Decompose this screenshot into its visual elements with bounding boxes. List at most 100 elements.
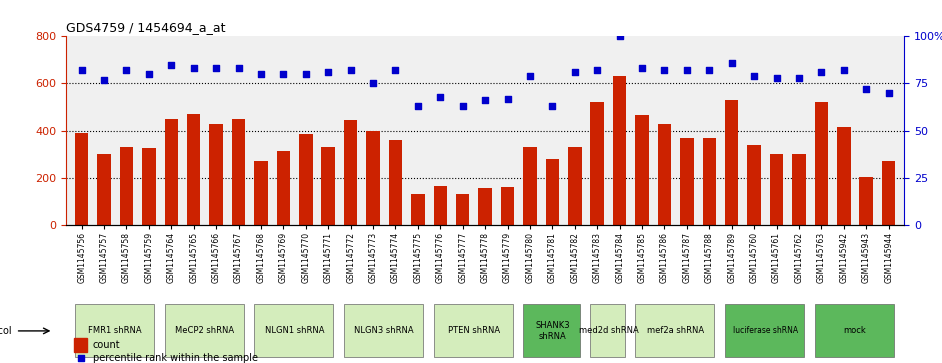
FancyBboxPatch shape (591, 304, 625, 357)
Text: MeCP2 shRNA: MeCP2 shRNA (175, 326, 235, 335)
Point (365, 81, 381, 86)
Bar (479, 188, 492, 225)
Bar (277, 151, 290, 225)
Bar (501, 187, 514, 225)
Bar (299, 134, 313, 225)
FancyBboxPatch shape (433, 304, 512, 357)
Point (119, 68, 134, 73)
Point (724, 60, 739, 66)
Bar (837, 127, 851, 225)
Point (208, 65, 223, 71)
Point (299, 71, 314, 77)
Point (411, 103, 426, 109)
Bar (635, 115, 649, 225)
Bar (882, 161, 895, 225)
Point (164, 62, 179, 68)
Point (544, 103, 560, 109)
Bar (859, 177, 873, 225)
Bar (344, 120, 357, 225)
Text: mef2a shRNA: mef2a shRNA (647, 326, 705, 335)
Bar (433, 186, 447, 225)
Point (231, 65, 246, 71)
Point (388, 68, 403, 73)
Point (253, 71, 268, 77)
Bar (411, 195, 425, 225)
Bar (389, 140, 402, 225)
Point (612, 33, 627, 39)
Point (859, 86, 874, 92)
Text: med2d shRNA: med2d shRNA (578, 326, 639, 335)
Point (791, 75, 806, 81)
Point (590, 68, 605, 73)
Text: PTEN shRNA: PTEN shRNA (447, 326, 500, 335)
Bar (75, 133, 89, 225)
Bar (523, 147, 537, 225)
Point (747, 73, 762, 79)
Point (74, 68, 89, 73)
Text: count: count (92, 340, 121, 350)
Bar (770, 154, 783, 225)
Text: luciferase shRNA: luciferase shRNA (733, 326, 798, 335)
Text: FMR1 shRNA: FMR1 shRNA (89, 326, 142, 335)
Point (343, 68, 358, 73)
FancyBboxPatch shape (523, 304, 580, 357)
Bar (703, 138, 716, 225)
Bar (254, 161, 268, 225)
Point (96, 77, 111, 83)
FancyBboxPatch shape (75, 304, 154, 357)
Bar (187, 114, 201, 225)
Point (478, 98, 493, 103)
Point (657, 68, 672, 73)
Point (635, 65, 650, 71)
Point (523, 73, 538, 79)
Bar (120, 147, 133, 225)
Text: mock: mock (844, 326, 867, 335)
Point (320, 69, 335, 75)
Bar (232, 119, 245, 225)
Bar (321, 147, 335, 225)
Point (187, 65, 202, 71)
Bar (97, 154, 111, 225)
Text: NLGN1 shRNA: NLGN1 shRNA (265, 326, 324, 335)
FancyBboxPatch shape (635, 304, 714, 357)
Bar (142, 148, 155, 225)
Bar (591, 102, 604, 225)
FancyBboxPatch shape (725, 304, 804, 357)
Point (814, 69, 829, 75)
Bar (209, 123, 223, 225)
Bar (366, 131, 380, 225)
FancyBboxPatch shape (815, 304, 894, 357)
Point (769, 75, 784, 81)
Point (432, 94, 447, 99)
FancyBboxPatch shape (344, 304, 423, 357)
Bar (815, 102, 828, 225)
FancyBboxPatch shape (165, 304, 244, 357)
Point (881, 90, 896, 96)
Text: GDS4759 / 1454694_a_at: GDS4759 / 1454694_a_at (66, 21, 225, 34)
Bar (456, 195, 469, 225)
Point (611, 293, 626, 298)
FancyBboxPatch shape (254, 304, 333, 357)
Bar (658, 123, 672, 225)
Bar (680, 138, 693, 225)
Point (679, 68, 694, 73)
Bar (74, 338, 87, 352)
Bar (613, 77, 626, 225)
Point (276, 71, 291, 77)
Bar (725, 100, 739, 225)
Bar (545, 159, 560, 225)
Text: SHANK3
shRNA: SHANK3 shRNA (535, 321, 570, 340)
Text: NLGN3 shRNA: NLGN3 shRNA (354, 326, 414, 335)
Point (141, 71, 156, 77)
Text: protocol: protocol (0, 326, 11, 336)
Point (836, 68, 852, 73)
Point (455, 103, 470, 109)
Bar (792, 154, 805, 225)
Bar (568, 147, 581, 225)
Bar (165, 119, 178, 225)
Point (567, 69, 582, 75)
Text: percentile rank within the sample: percentile rank within the sample (92, 352, 258, 363)
Point (500, 96, 515, 102)
Point (702, 68, 717, 73)
Bar (747, 145, 761, 225)
